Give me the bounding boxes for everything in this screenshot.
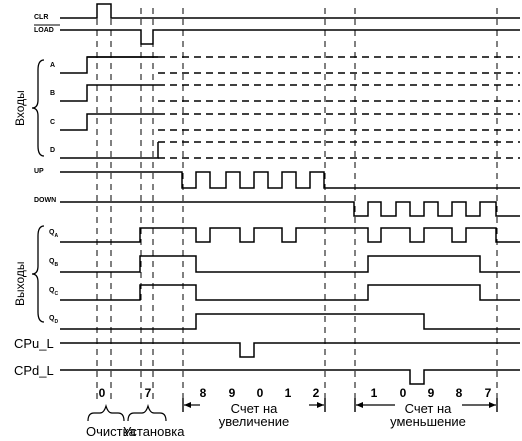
count-up-value: 8 <box>200 386 207 400</box>
clr-waveform <box>60 3 520 19</box>
count-down-arrowhead-right <box>489 402 496 408</box>
input-d-waveform <box>60 142 159 159</box>
load-label: LOAD <box>34 27 54 34</box>
up-waveform <box>60 171 520 189</box>
input-b-waveform <box>60 84 158 102</box>
clear-count-value: 0 <box>99 386 106 400</box>
load-caption: Установка <box>123 424 185 439</box>
outputs-group-label: Выходы <box>13 261 27 306</box>
count-up-arrowhead-right <box>317 402 324 408</box>
qc-label: QC <box>49 287 58 297</box>
input-b-label: B <box>50 90 55 97</box>
waveforms <box>60 3 520 385</box>
cpu-waveform <box>60 342 520 358</box>
down-waveform <box>60 201 520 217</box>
count-down-arrowhead-left <box>356 402 363 408</box>
load-count-value: 7 <box>145 386 152 400</box>
count-up-caption-line2: увеличение <box>219 414 290 429</box>
count-down-value: 8 <box>456 386 463 400</box>
count-down-value: 7 <box>485 386 492 400</box>
count-up-value: 9 <box>229 386 236 400</box>
cpd-label: CPd_L <box>14 363 54 378</box>
count-up-value: 2 <box>313 386 320 400</box>
count-down-caption-line2: уменьшение <box>390 414 466 429</box>
outputs-brace <box>31 225 45 323</box>
count-up-value: 0 <box>257 386 264 400</box>
input-a-waveform <box>60 56 158 74</box>
input-c-waveform <box>60 113 158 131</box>
input-c-label: C <box>50 119 55 126</box>
count-up-arrowhead-left <box>184 402 191 408</box>
count-down-value: 9 <box>428 386 435 400</box>
up-label: UP <box>34 168 44 175</box>
clear-brace <box>87 403 125 422</box>
load-waveform <box>60 29 520 45</box>
down-label: DOWN <box>34 197 56 204</box>
count-up-value: 1 <box>285 386 292 400</box>
time-markers <box>96 8 498 400</box>
qc-waveform <box>60 284 520 301</box>
clr-label: CLR <box>34 14 48 21</box>
cpd-waveform <box>60 369 520 385</box>
count-up-caption-line1: Счет на <box>231 401 279 416</box>
load-brace <box>127 403 167 422</box>
cpu-label: CPu_L <box>14 336 54 351</box>
count-down-value: 1 <box>371 386 378 400</box>
qd-label: QD <box>49 315 58 325</box>
count-down-value: 0 <box>400 386 407 400</box>
qb-waveform <box>60 255 520 273</box>
qa-label: QA <box>49 229 58 239</box>
qa-waveform <box>60 227 520 243</box>
qd-waveform <box>60 313 520 330</box>
inputs-group-label: Входы <box>13 90 27 126</box>
count-down-caption-line1: Счет на <box>405 401 453 416</box>
qb-label: QB <box>49 258 58 268</box>
input-d-label: D <box>50 147 55 154</box>
input-a-label: A <box>50 62 55 69</box>
inputs-brace <box>31 59 45 157</box>
clear-caption: Очистка <box>86 424 137 439</box>
count-up-values: 8 9 0 1 2 <box>200 386 320 400</box>
